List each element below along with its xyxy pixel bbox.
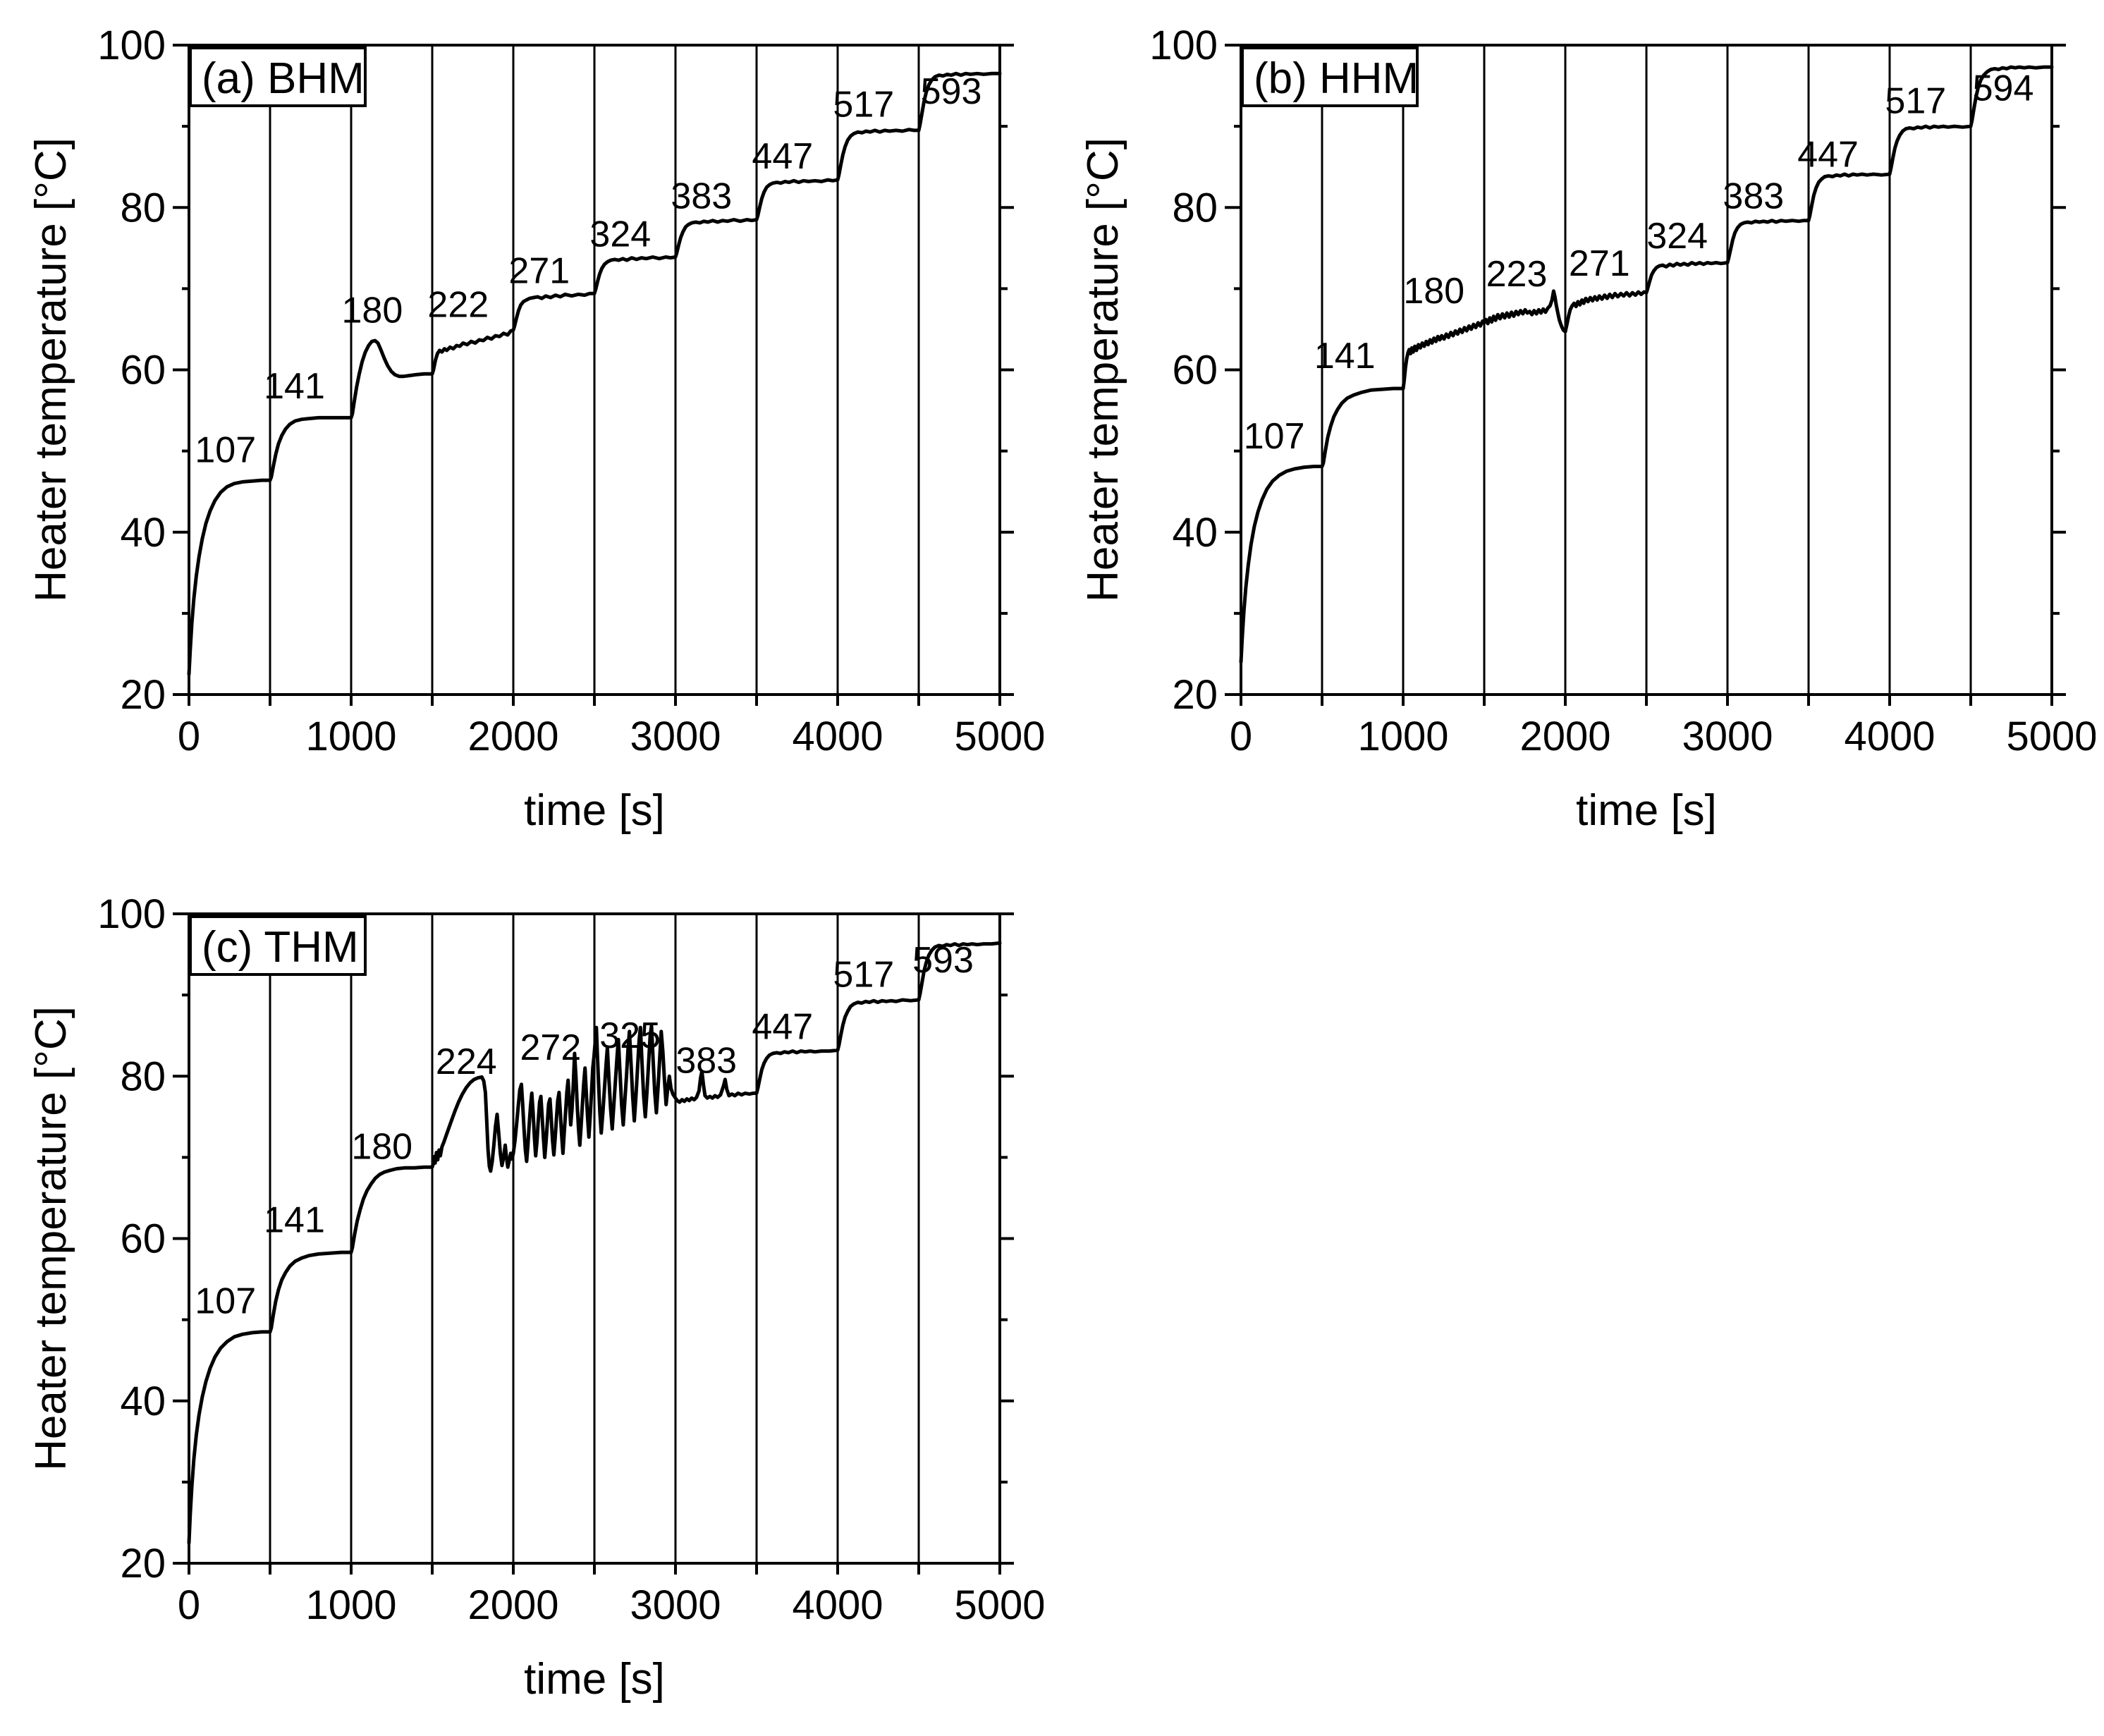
step-annotation: 324 [1646,216,1708,257]
x-axis-label: time [s] [524,786,665,835]
chart-a-svg: 0 1000 2000 3000 4000 5000 20 40 60 80 100 time [s]… [27,23,1044,835]
y-tick-label: 20 [1172,672,1218,718]
x-tick-label: 5000 [2006,714,2096,759]
step-annotation: 224 [436,1041,497,1082]
chart-panel-b-hhm: 0 1000 2000 3000 4000 5000 20 40 60 80 100 time [s]… [1052,0,2096,867]
step-annotation: 141 [264,1199,325,1240]
x-tick-label: 2000 [467,1582,558,1628]
y-axis-label: Heater temperature [°C] [27,137,75,602]
y-tick-label: 80 [120,1053,166,1099]
y-tick-label: 80 [120,185,166,231]
x-tick-label: 2000 [1519,714,1610,759]
x-tick-label: 2000 [467,714,558,759]
step-annotation: 324 [589,214,651,255]
chart-panel-c-thm: 0 1000 2000 3000 4000 5000 20 40 60 80 100 time [s]… [0,869,1044,1736]
y-tick-label: 40 [120,510,166,556]
x-tick-label: 1000 [305,714,396,759]
y-tick-label: 80 [1172,185,1218,231]
y-tick-label: 60 [120,348,166,393]
panel-label-box [189,47,367,107]
step-annotation: 107 [195,1280,256,1321]
panel-label: (a) BHM [202,54,365,103]
step-annotation: 271 [1569,243,1630,284]
step-annotation: 180 [351,1127,412,1168]
step-annotation: 141 [1314,336,1376,377]
step-annotation: 272 [520,1027,582,1068]
step-annotation: 223 [1486,254,1548,295]
panel-label: (b) HHM [1254,54,1419,103]
panel-label-box [1241,47,1419,107]
step-annotation: 517 [833,84,894,125]
x-tick-label: 1000 [305,1582,396,1628]
step-annotation: 141 [264,366,325,407]
temperature-curve [187,941,1002,1545]
x-tick-label: 5000 [954,1582,1044,1628]
y-tick-label: 100 [97,23,166,68]
x-tick-label: 4000 [792,714,883,759]
y-axis-label: Heater temperature [°C] [27,1006,75,1471]
y-tick-label: 40 [1172,510,1218,556]
x-tick-label: 0 [1230,714,1252,759]
y-tick-label: 60 [120,1216,166,1262]
step-annotation: 383 [671,176,732,216]
y-tick-label: 20 [120,672,166,718]
chart-c-svg: 0 1000 2000 3000 4000 5000 20 40 60 80 100 time [s]… [27,891,1044,1704]
y-tick-label: 20 [120,1541,166,1587]
y-tick-label: 40 [120,1379,166,1424]
step-annotation: 107 [195,430,256,471]
x-axis-label: time [s] [524,1655,665,1704]
step-annotation: 325 [599,1015,661,1056]
step-annotation: 594 [1973,68,2034,109]
step-annotation: 222 [427,285,489,326]
panel-label: (c) THM [202,923,359,972]
x-axis-label: time [s] [1576,786,1717,835]
chart-panel-a-bhm: 0 1000 2000 3000 4000 5000 20 40 60 80 100 time [s]… [0,0,1044,867]
x-tick-label: 5000 [954,714,1044,759]
x-tick-label: 0 [178,1582,200,1628]
x-tick-label: 1000 [1357,714,1448,759]
step-annotation: 271 [508,250,570,291]
step-annotation: 593 [921,71,982,112]
panel-label-box [189,915,367,976]
x-tick-label: 3000 [630,1582,721,1628]
step-annotation: 447 [1797,135,1859,176]
x-tick-label: 4000 [792,1582,883,1628]
step-annotation: 180 [342,291,403,331]
y-tick-label: 60 [1172,348,1218,393]
step-annotation: 517 [833,955,894,996]
x-tick-label: 3000 [1682,714,1773,759]
step-annotation: 383 [1723,176,1784,216]
step-annotation: 180 [1403,271,1464,312]
y-tick-label: 100 [1149,23,1218,68]
y-axis-label: Heater temperature [°C] [1079,137,1127,602]
x-tick-label: 4000 [1844,714,1935,759]
temperature-curve [1239,65,2054,664]
y-tick-label: 100 [97,891,166,937]
step-annotation: 383 [675,1041,737,1082]
x-tick-label: 3000 [630,714,721,759]
temperature-curve [187,71,1002,676]
chart-b-svg: 0 1000 2000 3000 4000 5000 20 40 60 80 100 time [s]… [1079,23,2096,835]
x-tick-label: 0 [178,714,200,759]
step-annotation: 447 [752,1006,813,1047]
step-annotation: 447 [752,136,813,177]
step-annotation: 107 [1244,416,1305,457]
step-annotation: 517 [1885,81,1946,122]
step-annotation: 593 [912,940,974,981]
